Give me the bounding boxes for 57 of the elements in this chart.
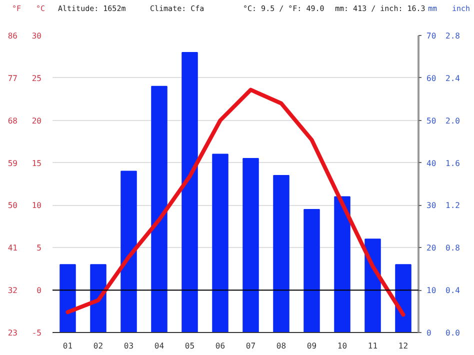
y3-tick-label: 41 [8,244,18,253]
y-tick-label: 20 [32,116,42,126]
x-tick-label: 09 [306,342,317,350]
x-tick-label: 02 [93,342,104,350]
bar [182,52,198,332]
x-tick-label: 08 [276,342,286,350]
y-tick-label: 25 [32,74,42,83]
y-tick-label: 30 [32,32,42,40]
y3-tick-label: 68 [8,116,18,126]
bar [90,264,106,332]
x-tick-label: 01 [62,342,73,350]
y2-tick-label: 30 [426,201,436,210]
y2-tick-label: 70 [426,32,436,40]
x-tick-label: 12 [398,342,408,350]
y-tick-label: 5 [36,244,42,253]
y-tick-label: 10 [32,201,42,210]
bar [364,238,381,332]
y2-tick-label: 0 [426,328,432,338]
x-tick-label: 10 [337,342,348,350]
y3-tick-label: 32 [8,286,18,296]
text: 0.0 [446,328,460,338]
y3-tick-label: 86 [8,32,18,40]
text: 2.8 [446,32,460,40]
y3-tick-label: 23 [8,328,18,338]
bar [334,196,350,332]
bar [395,264,412,332]
bar [212,154,228,332]
text: 1.6 [446,158,460,168]
text: 0.4 [446,286,460,296]
x-tick-label: 06 [215,342,226,350]
x-tick-label: 04 [154,342,164,350]
x-tick-label: 03 [124,342,134,350]
bar [60,264,76,332]
y3-tick-label: 50 [8,201,18,210]
y3-tick-label: 77 [8,74,18,83]
bar [304,208,320,332]
text: 0.8 [446,244,460,253]
line-series [66,88,406,317]
bar [151,86,168,332]
y-tick-label: -5 [32,328,42,338]
y2-tick-label: 50 [426,116,436,126]
y-tick-label: 15 [32,158,42,168]
y2-tick-label: 20 [426,244,436,253]
y3-tick-label: 59 [8,158,18,168]
x-tick-label: 05 [184,342,195,350]
bar [120,170,137,332]
y2-tick-label: 10 [426,286,436,296]
x-tick-label: 07 [246,342,256,350]
text: 1.2 [446,201,460,210]
x-tick-label: 11 [368,342,378,350]
y2-tick-label: 60 [426,74,436,83]
text: 2.4 [446,74,460,83]
text: 2.0 [446,116,460,126]
bar [273,175,290,332]
y-tick-label: 0 [36,286,42,296]
y2-tick-label: 40 [426,158,436,168]
bar [242,158,259,332]
